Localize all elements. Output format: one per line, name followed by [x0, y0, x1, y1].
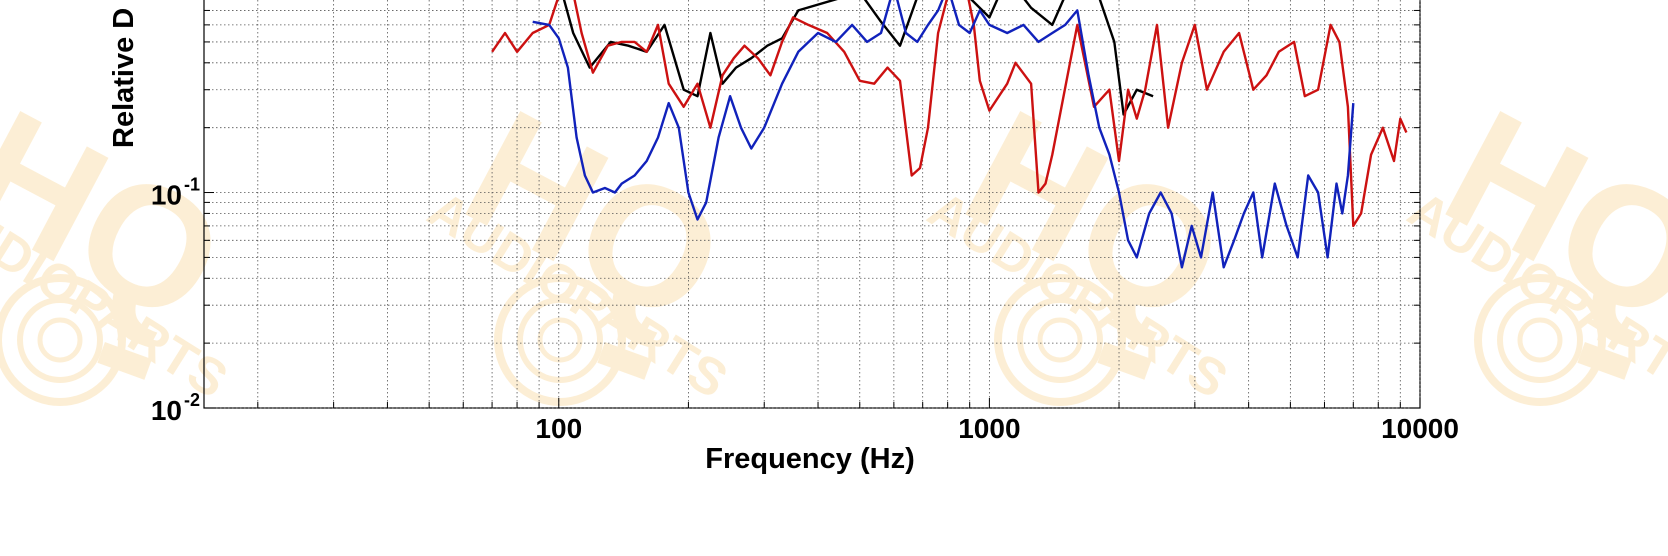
- series-lines: [491, 0, 1408, 269]
- x-tick-label: 10000: [1381, 413, 1459, 444]
- x-axis-label: Frequency (Hz): [705, 443, 914, 475]
- y-tick-exponent: -2: [184, 390, 200, 410]
- y-axis-label: Relative D: [108, 8, 140, 148]
- series-line-2: [491, 0, 1408, 228]
- y-tick-label: 10: [151, 180, 182, 211]
- y-tick-label: 10: [151, 395, 182, 426]
- x-tick-label: 100: [535, 413, 582, 444]
- y-tick-exponent: -1: [184, 175, 200, 195]
- series-line-1: [562, 0, 1154, 116]
- x-tick-label: 1000: [958, 413, 1020, 444]
- series-line-3: [532, 0, 1355, 269]
- ticks: [204, 9, 1421, 409]
- grid: [204, 0, 1421, 409]
